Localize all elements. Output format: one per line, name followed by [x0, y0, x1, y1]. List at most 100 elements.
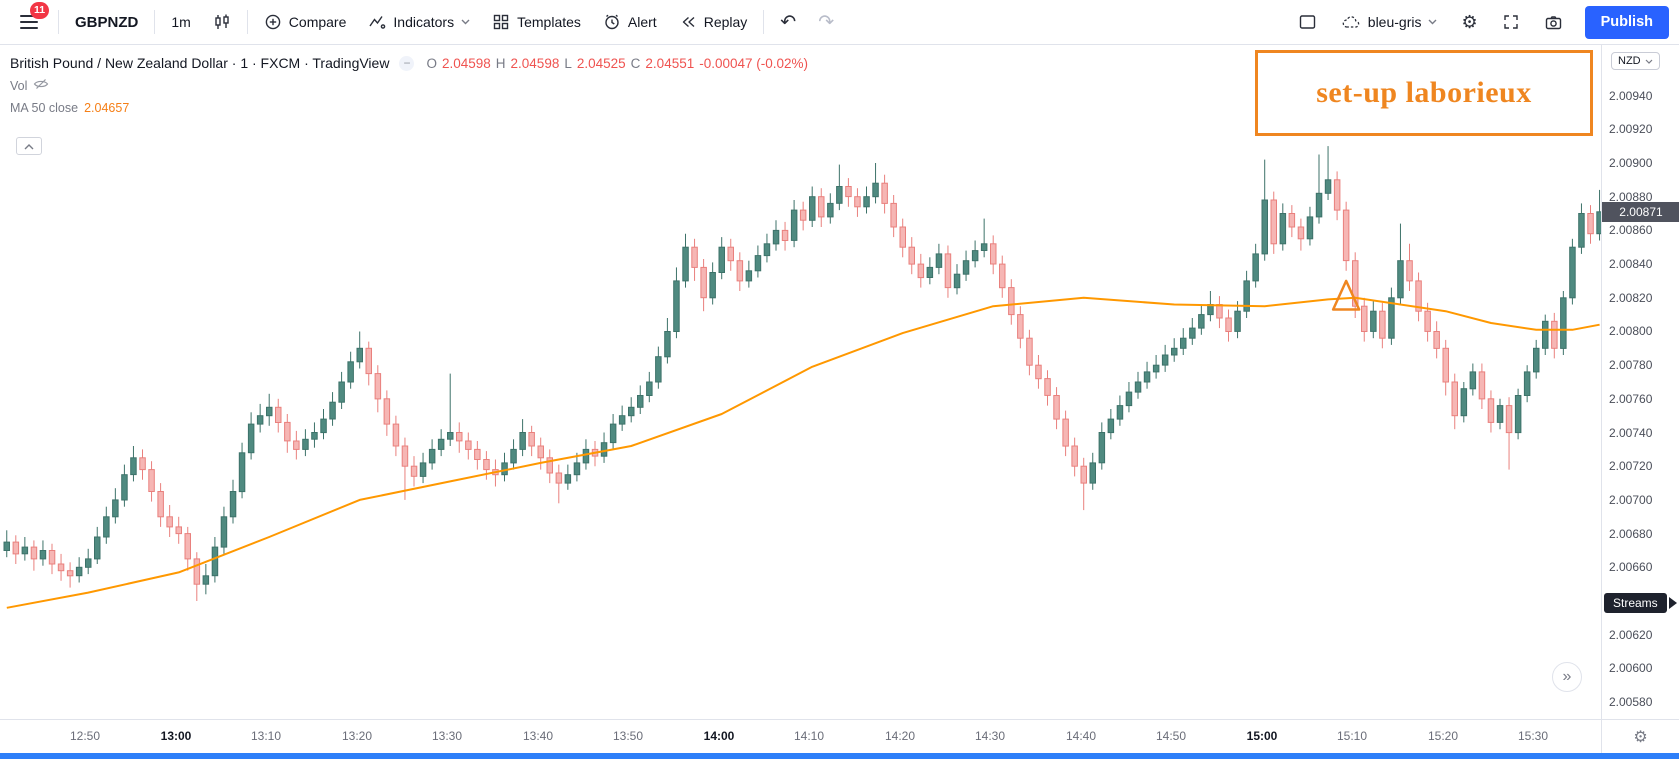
candle: [1469, 371, 1477, 390]
candle: [1361, 305, 1368, 333]
candle: [935, 253, 943, 268]
templates-button[interactable]: Templates: [482, 4, 591, 40]
candle: [600, 442, 608, 457]
candle: [573, 462, 581, 476]
cloud-layout-button[interactable]: bleu-gris: [1331, 4, 1448, 40]
price-axis[interactable]: NZD 2.00940 2.00920 2.00900 2.00880 2.00860 2…: [1601, 45, 1679, 719]
candle: [971, 250, 979, 262]
time-axis-label: 15:10: [1336, 729, 1368, 743]
redo-button[interactable]: ↷: [808, 4, 844, 40]
candle: [266, 406, 273, 417]
candle: [428, 448, 436, 464]
time-axis[interactable]: 12:50 13:00 13:10 13:20 13:30 13:40 13:50 14:00…: [0, 719, 1601, 753]
candle: [1234, 310, 1241, 332]
candle: [1270, 199, 1277, 245]
candle: [691, 246, 698, 268]
bottom-blue-bar: [0, 753, 1679, 759]
candle: [637, 395, 644, 408]
undo-button[interactable]: ↶: [770, 4, 806, 40]
candle: [112, 499, 119, 518]
candle: [745, 270, 753, 282]
candle: [474, 448, 481, 460]
last-price-badge: 2.00871: [1602, 202, 1679, 222]
text-annotation-box[interactable]: set-up laborieux: [1255, 50, 1593, 136]
candle: [917, 263, 925, 279]
time-axis-settings[interactable]: ⚙: [1601, 719, 1679, 753]
settings-button[interactable]: ⚙: [1451, 4, 1487, 40]
candle: [1143, 371, 1151, 383]
candle: [175, 526, 182, 535]
compare-button[interactable]: Compare: [254, 4, 357, 40]
cloud-icon: [1341, 14, 1361, 30]
symbol-search-button[interactable]: GBPNZD: [65, 4, 148, 40]
candle: [311, 432, 318, 440]
candle: [682, 246, 689, 282]
candle: [836, 186, 843, 204]
alert-button[interactable]: Alert: [593, 4, 667, 40]
currency-selector[interactable]: NZD: [1611, 52, 1660, 70]
candle: [546, 457, 553, 474]
fullscreen-button[interactable]: [1492, 4, 1530, 40]
candle: [990, 243, 997, 265]
vol-label[interactable]: Vol: [10, 78, 28, 93]
replay-label: Replay: [703, 14, 748, 30]
candle: [926, 266, 934, 278]
eye-hidden-icon[interactable]: [33, 78, 49, 93]
chevron-down-icon: [1428, 19, 1437, 25]
candle: [483, 459, 490, 471]
candle: [275, 406, 282, 423]
candle: [1315, 192, 1323, 218]
symbol-label: GBPNZD: [75, 13, 139, 31]
price-axis-label: 2.00860: [1609, 223, 1653, 237]
candle: [456, 432, 463, 442]
candle: [121, 474, 128, 501]
candle: [1569, 246, 1576, 299]
legend-fold-button[interactable]: [16, 137, 42, 155]
price-axis-label: 2.00660: [1609, 560, 1653, 574]
candle: [21, 546, 29, 555]
streams-badge[interactable]: Streams: [1604, 593, 1677, 613]
triangle-annotation[interactable]: [1331, 279, 1361, 311]
time-axis-label: 14:00: [703, 729, 735, 743]
candle: [1035, 364, 1042, 380]
candle: [256, 415, 264, 425]
templates-label: Templates: [517, 14, 581, 30]
candle: [1180, 337, 1187, 349]
layout-select-button[interactable]: [1288, 4, 1327, 40]
legend-more-button[interactable]: −: [399, 55, 415, 71]
price-axis-label: 2.00720: [1609, 459, 1653, 473]
candle: [899, 226, 906, 248]
indicators-button[interactable]: Indicators: [358, 4, 480, 40]
candle: [700, 266, 707, 299]
candle: [510, 448, 517, 464]
publish-button[interactable]: Publish: [1584, 5, 1669, 39]
gear-icon: ⚙: [1461, 12, 1478, 32]
candle: [1161, 354, 1169, 366]
candle: [211, 546, 219, 577]
candle: [1152, 364, 1160, 373]
candle: [1424, 310, 1431, 332]
candle: [582, 448, 590, 464]
candle: [609, 423, 617, 444]
collapse-panel-button[interactable]: »: [1552, 662, 1582, 692]
candle: [1306, 216, 1314, 240]
candle: [999, 263, 1006, 289]
time-axis-label: 13:30: [431, 729, 463, 743]
main-menu-button[interactable]: 11: [6, 2, 52, 40]
price-axis-label: 2.00680: [1609, 527, 1653, 541]
candle: [184, 533, 191, 560]
change-value: -0.00047 (-0.02%): [699, 55, 809, 71]
candle: [1433, 331, 1440, 349]
candle: [1442, 347, 1449, 383]
screenshot-button[interactable]: [1534, 4, 1573, 40]
interval-button[interactable]: 1m: [161, 4, 200, 40]
replay-button[interactable]: Replay: [669, 4, 758, 40]
candle: [1551, 320, 1558, 349]
candlestick-chart[interactable]: [0, 45, 1601, 719]
ma-label[interactable]: MA 50 close: [10, 100, 79, 115]
streams-arrow-icon: [1668, 597, 1677, 609]
symbol-title[interactable]: British Pound / New Zealand Dollar · 1 ·…: [10, 55, 390, 71]
currency-label: NZD: [1618, 55, 1641, 67]
chart-style-button[interactable]: [203, 4, 241, 40]
open-value: 2.04598: [441, 55, 491, 71]
